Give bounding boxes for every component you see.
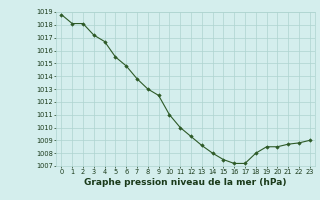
X-axis label: Graphe pression niveau de la mer (hPa): Graphe pression niveau de la mer (hPa) xyxy=(84,178,287,187)
